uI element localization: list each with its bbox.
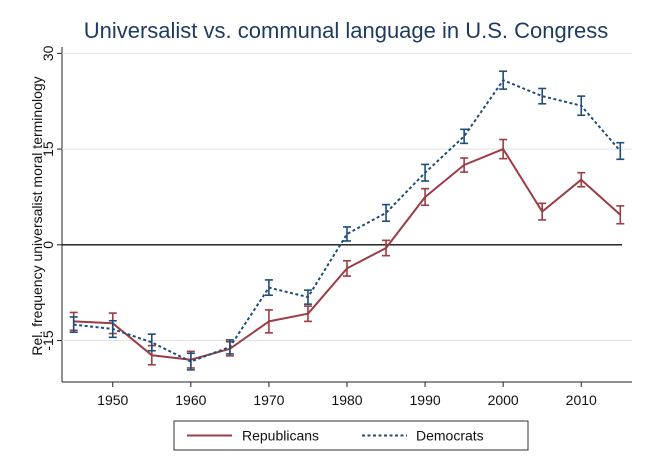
x-tick-label-6: 2010 <box>566 392 597 408</box>
series-line-republicans <box>73 148 621 361</box>
series-layer <box>69 70 625 371</box>
x-axis: 1950 1960 1970 1980 1990 2000 2010 <box>97 382 597 408</box>
legend-label-republicans: Republicans <box>242 428 319 444</box>
error-bar-democrats-2010 <box>577 95 586 117</box>
error-bar-democrats-1995 <box>460 128 469 145</box>
plot-area <box>61 47 632 383</box>
y-tick-label-1: 0 <box>40 241 56 249</box>
error-bar-democrats-1980 <box>343 226 351 242</box>
error-bar-republicans-1990 <box>421 187 430 207</box>
error-bar-democrats-1970 <box>264 279 273 297</box>
error-bar-republicans-2015 <box>616 205 625 225</box>
x-tick-label-3: 1980 <box>331 392 362 408</box>
x-tick-label-1: 1960 <box>175 392 206 408</box>
y-axis: -15 0 15 30 <box>40 45 62 351</box>
error-bar-democrats-1975 <box>303 289 312 305</box>
legend: Republicans Democrats <box>173 420 529 451</box>
error-bar-republicans-2005 <box>538 202 547 221</box>
legend-label-democrats: Democrats <box>416 428 484 444</box>
error-bar-democrats-2000 <box>499 70 508 90</box>
x-tick-label-4: 1990 <box>410 392 441 408</box>
error-bar-republicans-2000 <box>499 138 508 160</box>
chart-title: Universalist vs. communal language in U.… <box>84 18 609 43</box>
error-bar-republicans-1985 <box>382 239 391 257</box>
legend-box <box>173 420 529 451</box>
error-bar-republicans-2010 <box>577 171 586 188</box>
y-tick-label-0: -15 <box>40 330 56 350</box>
error-bar-republicans-1970 <box>264 309 273 334</box>
y-axis-label: Rel. frequency universalist moral termin… <box>29 76 45 355</box>
error-bar-republicans-1995 <box>460 157 469 173</box>
error-bar-republicans-1980 <box>343 259 351 277</box>
error-bar-democrats-1945 <box>69 316 78 334</box>
error-bar-democrats-1985 <box>382 203 391 222</box>
x-tick-label-0: 1950 <box>97 392 128 408</box>
x-tick-label-2: 1970 <box>253 392 284 408</box>
y-tick-label-3: 30 <box>40 45 56 61</box>
error-bar-democrats-2015 <box>616 141 625 161</box>
error-bar-democrats-1955 <box>147 333 156 352</box>
series-line-democrats <box>73 79 622 363</box>
gridlines <box>62 52 632 342</box>
error-bar-democrats-2005 <box>538 87 547 105</box>
error-bar-republicans-1975 <box>303 305 312 323</box>
error-bar-democrats-1990 <box>421 163 430 182</box>
error-bar-democrats-1965 <box>225 339 234 355</box>
y-tick-label-2: 15 <box>40 141 56 157</box>
x-tick-label-5: 2000 <box>488 392 519 408</box>
error-bar-democrats-1960 <box>186 352 195 371</box>
error-bar-democrats-1950 <box>108 319 117 339</box>
